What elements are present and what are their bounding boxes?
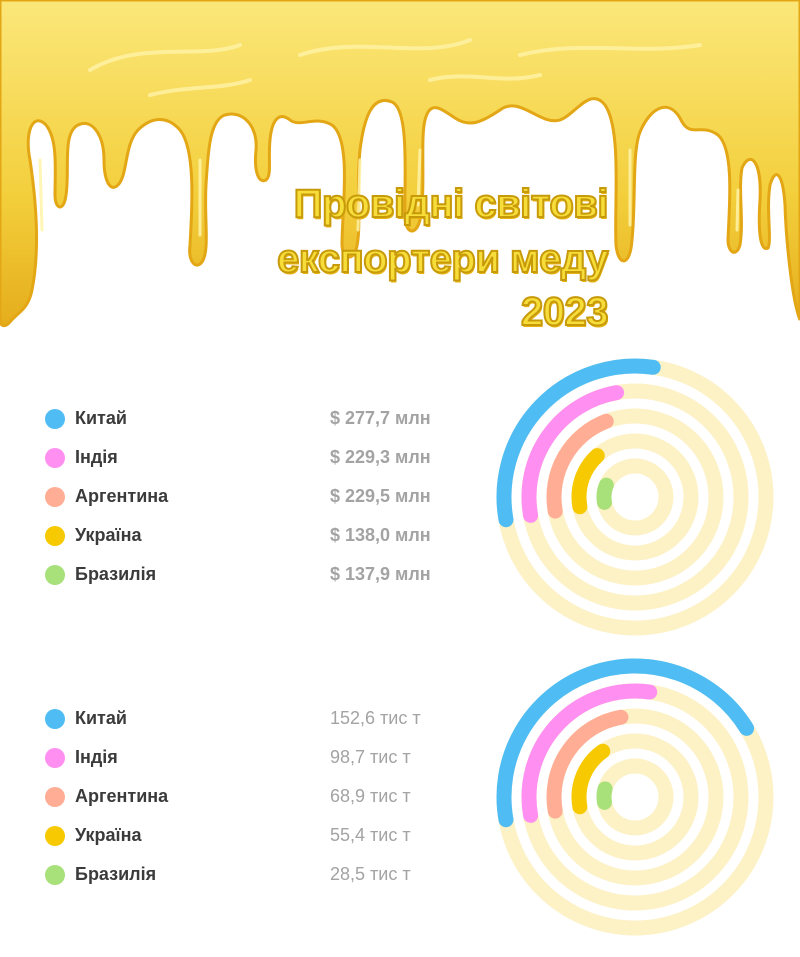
ring-track-brazil <box>596 758 674 836</box>
legend-item-india: Індія 98,7 тис т <box>45 743 465 773</box>
legend-label-china: Китай <box>75 708 127 728</box>
legend-label-ukraine: Україна <box>75 525 142 545</box>
legend-item-brazil: Бразилія $ 137,9 млн <box>45 560 465 590</box>
legend-dot-india <box>45 448 65 468</box>
legend-item-brazil: Бразилія 28,5 тис т <box>45 860 465 890</box>
legend-label-brazil: Бразилія <box>75 864 157 884</box>
legend-dot-china <box>45 409 65 429</box>
radial-bar-brazil <box>596 781 613 810</box>
radial-bar-india <box>521 385 625 523</box>
page-title-line-1: Провідні світові <box>293 181 610 227</box>
legend-item-ukraine: Україна 55,4 тис т <box>45 821 465 851</box>
legend-item-china: Китай 152,6 тис т <box>45 704 465 734</box>
legend-value-ukraine: 55,4 тис т <box>330 825 411 845</box>
legend-value-brazil: $ 137,9 млн <box>330 564 431 584</box>
legend-label-india: Індія <box>75 447 118 467</box>
legend-value-india: 98,7 тис т <box>330 747 411 767</box>
legend-dot-brazil <box>45 565 65 585</box>
radial-bar-argentina <box>546 413 614 519</box>
legend-value-china: 152,6 тис т <box>330 708 421 728</box>
legend-value-brazil: 28,5 тис т <box>330 864 411 884</box>
legend-dot-brazil <box>45 865 65 885</box>
legend-item-china: Китай $ 277,7 млн <box>45 404 465 434</box>
page-title-line-3: 2023 <box>520 289 609 335</box>
ring-track-brazil <box>596 458 674 536</box>
legend-label-china: Китай <box>75 408 127 428</box>
legend-dot-ukraine <box>45 526 65 546</box>
legend-item-india: Індія $ 229,3 млн <box>45 443 465 473</box>
legend-dot-argentina <box>45 487 65 507</box>
radial-bar-brazil <box>596 477 614 510</box>
legend-label-argentina: Аргентина <box>75 786 169 806</box>
radial-bar-argentina <box>546 709 629 819</box>
legend-label-argentina: Аргентина <box>75 486 169 506</box>
radial-chart-export-volume <box>496 658 774 936</box>
legend-label-brazil: Бразилія <box>75 564 157 584</box>
legend-dot-ukraine <box>45 826 65 846</box>
legend-value-argentina: 68,9 тис т <box>330 786 411 806</box>
legend-dot-china <box>45 709 65 729</box>
legend-value-china: $ 277,7 млн <box>330 408 431 428</box>
legend-value-argentina: $ 229,5 млн <box>330 486 431 506</box>
legend-dot-argentina <box>45 787 65 807</box>
radial-bar-china <box>496 358 661 528</box>
radial-bar-india <box>521 683 658 823</box>
legend-item-argentina: Аргентина 68,9 тис т <box>45 782 465 812</box>
legend-item-argentina: Аргентина $ 229,5 млн <box>45 482 465 512</box>
radial-chart-export-value <box>496 358 774 636</box>
legend-item-ukraine: Україна $ 138,0 млн <box>45 521 465 551</box>
honey-drip-illustration <box>0 0 800 328</box>
radial-bar-ukraine <box>571 743 611 815</box>
legend-value-india: $ 229,3 млн <box>330 447 431 467</box>
legend-value-ukraine: $ 138,0 млн <box>330 525 431 545</box>
legend-label-india: Індія <box>75 747 118 767</box>
page-title-line-2: експортери меду <box>276 236 609 282</box>
radial-bar-ukraine <box>571 448 605 515</box>
legend-label-ukraine: Україна <box>75 825 142 845</box>
radial-bar-china <box>496 658 755 828</box>
legend-dot-india <box>45 748 65 768</box>
